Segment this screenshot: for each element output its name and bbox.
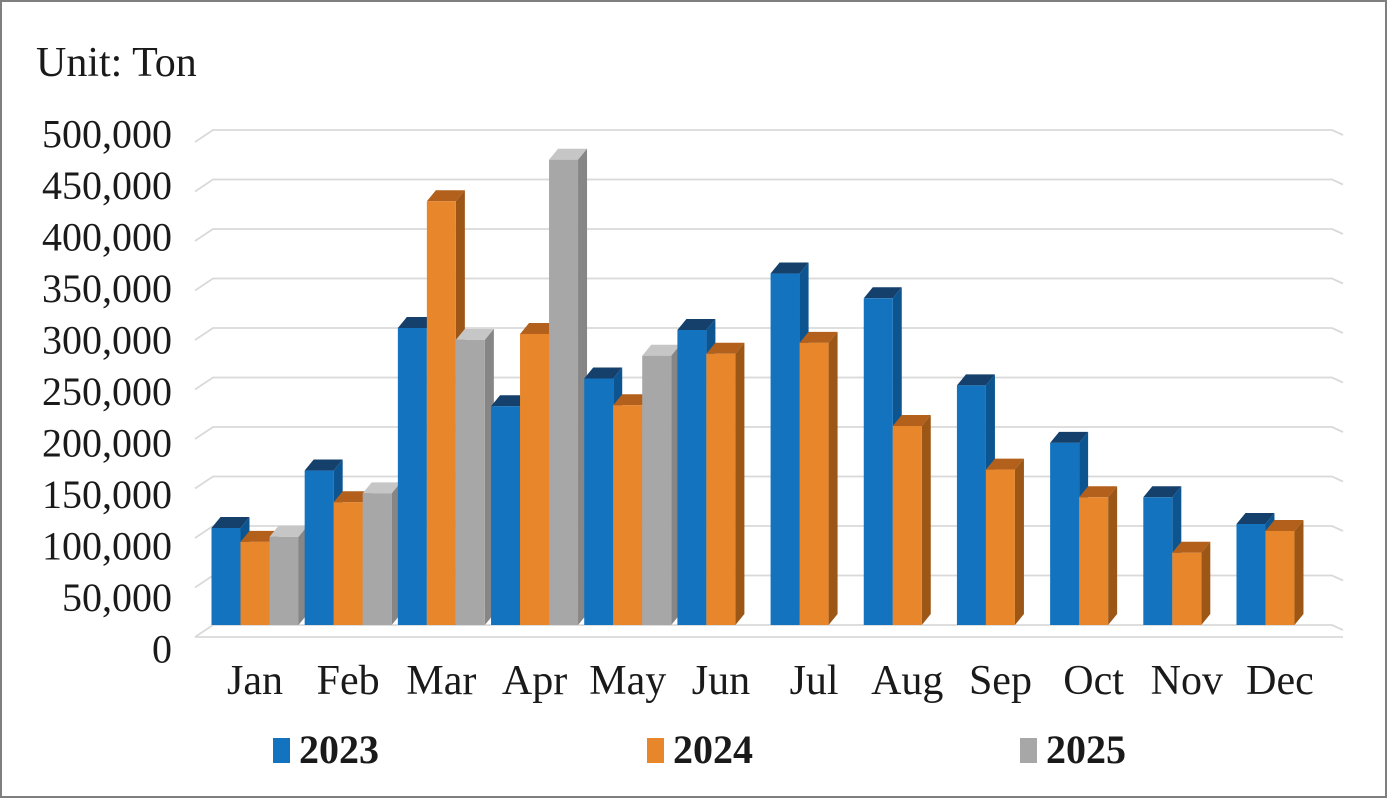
x-axis-label-aug: Aug [871, 658, 943, 704]
gridline [194, 327, 1344, 341]
legend-swatch-2023 [273, 737, 290, 763]
bar-2024-jul [799, 331, 838, 625]
x-axis-label-may: May [589, 658, 666, 704]
legend-label-2025: 2025 [1046, 727, 1126, 772]
bar-2024-dec [1265, 519, 1304, 625]
legend-item-2025: 2025 [1020, 727, 1126, 772]
x-axis-label-apr: Apr [502, 658, 567, 704]
gridline [194, 376, 1344, 391]
y-tick-label: 300,000 [42, 318, 172, 363]
y-tick-label: 250,000 [42, 369, 172, 414]
gridline [194, 228, 1344, 242]
chart-legend: 2023 2024 2025 [2, 727, 1385, 778]
unit-label: Unit: Ton [36, 40, 197, 86]
legend-label-2024: 2024 [673, 727, 753, 772]
x-axis-label-sep: Sep [969, 658, 1032, 704]
legend-swatch-2024 [647, 737, 664, 763]
y-tick-label: 100,000 [42, 524, 172, 569]
y-tick-label: 200,000 [42, 421, 172, 466]
legend-swatch-2025 [1020, 737, 1037, 763]
x-axis-label-jan: Jan [227, 658, 283, 704]
bar-2024-sep [985, 458, 1024, 625]
gridline [194, 277, 1344, 292]
x-axis-label-jun: Jun [692, 658, 750, 704]
x-axis-label-mar: Mar [406, 658, 476, 704]
x-axis-label-jul: Jul [790, 658, 839, 704]
bar-2025-feb [362, 482, 401, 625]
y-tick-label: 500,000 [42, 112, 172, 157]
gridline [194, 178, 1344, 193]
gridline [194, 624, 1344, 638]
bar-2025-jan [269, 525, 308, 625]
bar-2025-may [642, 344, 681, 625]
y-tick-label: 450,000 [42, 163, 172, 208]
legend-item-2024: 2024 [647, 727, 753, 772]
x-axis-label-dec: Dec [1246, 658, 1314, 704]
bar-2024-jun [706, 342, 745, 625]
bar-2025-apr [549, 148, 588, 625]
bar-2024-aug [892, 415, 931, 625]
gridline [194, 129, 1344, 143]
x-axis-label-feb: Feb [317, 658, 380, 704]
bar-2024-oct [1079, 486, 1118, 625]
y-tick-label: 150,000 [42, 472, 172, 517]
y-tick-label: 350,000 [42, 266, 172, 311]
x-axis-label-nov: Nov [1151, 658, 1223, 704]
bar-2023-nov [1143, 486, 1182, 625]
bar-2025-mar [455, 328, 494, 625]
legend-label-2023: 2023 [299, 727, 379, 772]
bar-2024-nov [1172, 541, 1211, 625]
y-tick-label: 0 [152, 627, 172, 672]
x-axis-label-oct: Oct [1063, 658, 1124, 704]
y-tick-label: 50,000 [62, 575, 172, 620]
y-tick-label: 400,000 [42, 215, 172, 260]
legend-item-2023: 2023 [273, 727, 379, 772]
bar-2023-oct [1050, 431, 1089, 625]
gridline [194, 426, 1344, 440]
